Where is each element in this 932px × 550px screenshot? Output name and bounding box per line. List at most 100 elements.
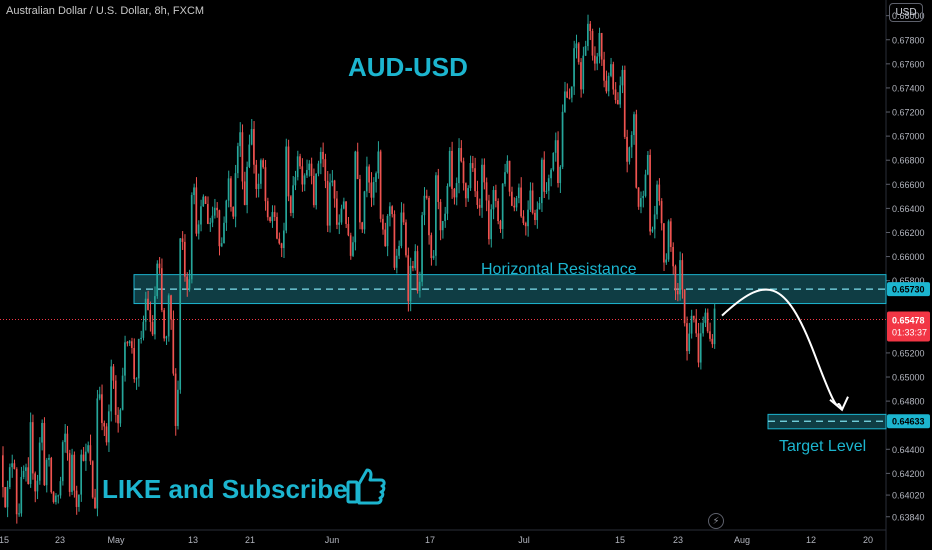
candle-body [681,260,684,290]
candle-body [391,206,393,215]
zone-price-label: 0.64633 [892,417,925,427]
candle-body [130,341,133,348]
candle-body [522,216,525,223]
candle-body [64,433,66,443]
candle-body [236,146,239,174]
projected-path-arrowhead [829,396,849,412]
candle-body [464,183,467,199]
currency-button[interactable]: USD [889,3,923,22]
candle-body [430,235,433,259]
x-tick-label: 15 [0,535,9,545]
x-tick-label: 23 [55,535,65,545]
candle-body [41,422,43,443]
candle-body [448,150,451,186]
y-tick-label: 0.67600 [892,59,925,69]
symbol-title[interactable]: Australian Dollar / U.S. Dollar, 8h, FXC… [6,5,205,17]
candle-body [29,422,32,485]
candle-body [478,204,481,208]
candle-body [649,154,651,232]
candle-body [628,147,631,162]
y-tick-label: 0.66800 [892,156,925,166]
candle-body [423,195,426,216]
candle-body [575,43,578,49]
candle-body [204,196,207,204]
candle-body [331,180,334,183]
candle-body [395,255,398,268]
candle-body [672,246,674,267]
candle-body [460,148,463,162]
candle-body [13,463,16,470]
candle-body [163,310,165,339]
candle-body [239,132,241,147]
candle-body [234,173,237,217]
candle-body [605,80,608,92]
x-tick-label: 17 [425,535,435,545]
candle-body [2,455,4,488]
x-tick-label: 23 [673,535,683,545]
candle-body [591,31,594,56]
candle-body [140,337,142,339]
candle-body [418,281,421,291]
candle-body [559,166,562,184]
candle-body [78,494,80,507]
candle-body [552,152,555,170]
candle-body [34,473,36,492]
candle-body [446,185,449,214]
lightning-icon[interactable]: ⚡ [708,513,724,529]
candle-body [8,467,11,488]
candle-body [206,203,209,224]
candle-body [193,187,195,196]
candle-body [377,151,380,174]
candle-body [435,175,437,256]
candle-body [294,177,297,186]
candle-body [676,290,679,295]
candle-body [98,394,101,399]
candle-body [84,451,87,461]
candle-body [144,298,147,322]
candle-body [119,409,122,424]
candle-body [167,295,170,337]
candle-body [639,198,642,207]
candle-body [308,163,311,171]
candle-body [218,210,221,247]
candle-body [665,259,668,263]
candle-body [610,64,612,76]
candle-body [220,243,223,247]
candle-body [126,342,129,344]
candle-body [453,188,456,198]
candle-body [243,181,246,205]
candle-body [513,205,516,208]
candle-body [271,212,274,222]
candles [2,14,716,524]
candle-body [538,203,541,210]
candle-body [101,394,103,423]
candle-body [651,229,654,232]
candle-body [658,184,661,202]
candle-body [280,243,283,249]
y-tick-label: 0.64800 [892,397,925,407]
candle-body [713,308,716,345]
candle-body [255,164,258,189]
candle-body [45,459,48,486]
candle-body [107,411,110,443]
y-tick-label: 0.64200 [892,469,925,479]
candle-body [485,182,488,201]
resistance-label: Horizontal Resistance [481,261,637,278]
candle-body [428,197,430,236]
candle-body [259,160,262,184]
current-price-label: 0.65478 [892,315,925,325]
x-tick-label: 21 [245,535,255,545]
candle-body [690,315,693,334]
candle-body [483,164,486,183]
y-tick-label: 0.63840 [892,512,925,522]
candle-body [494,190,497,202]
candle-body [4,487,7,508]
candle-body [462,161,465,184]
cta-text: LIKE and Subscribe [102,474,348,504]
candle-body [241,132,244,182]
candle-body [273,212,276,217]
candle-body [568,97,571,99]
candle-body [545,190,548,192]
candle-body [388,206,391,216]
